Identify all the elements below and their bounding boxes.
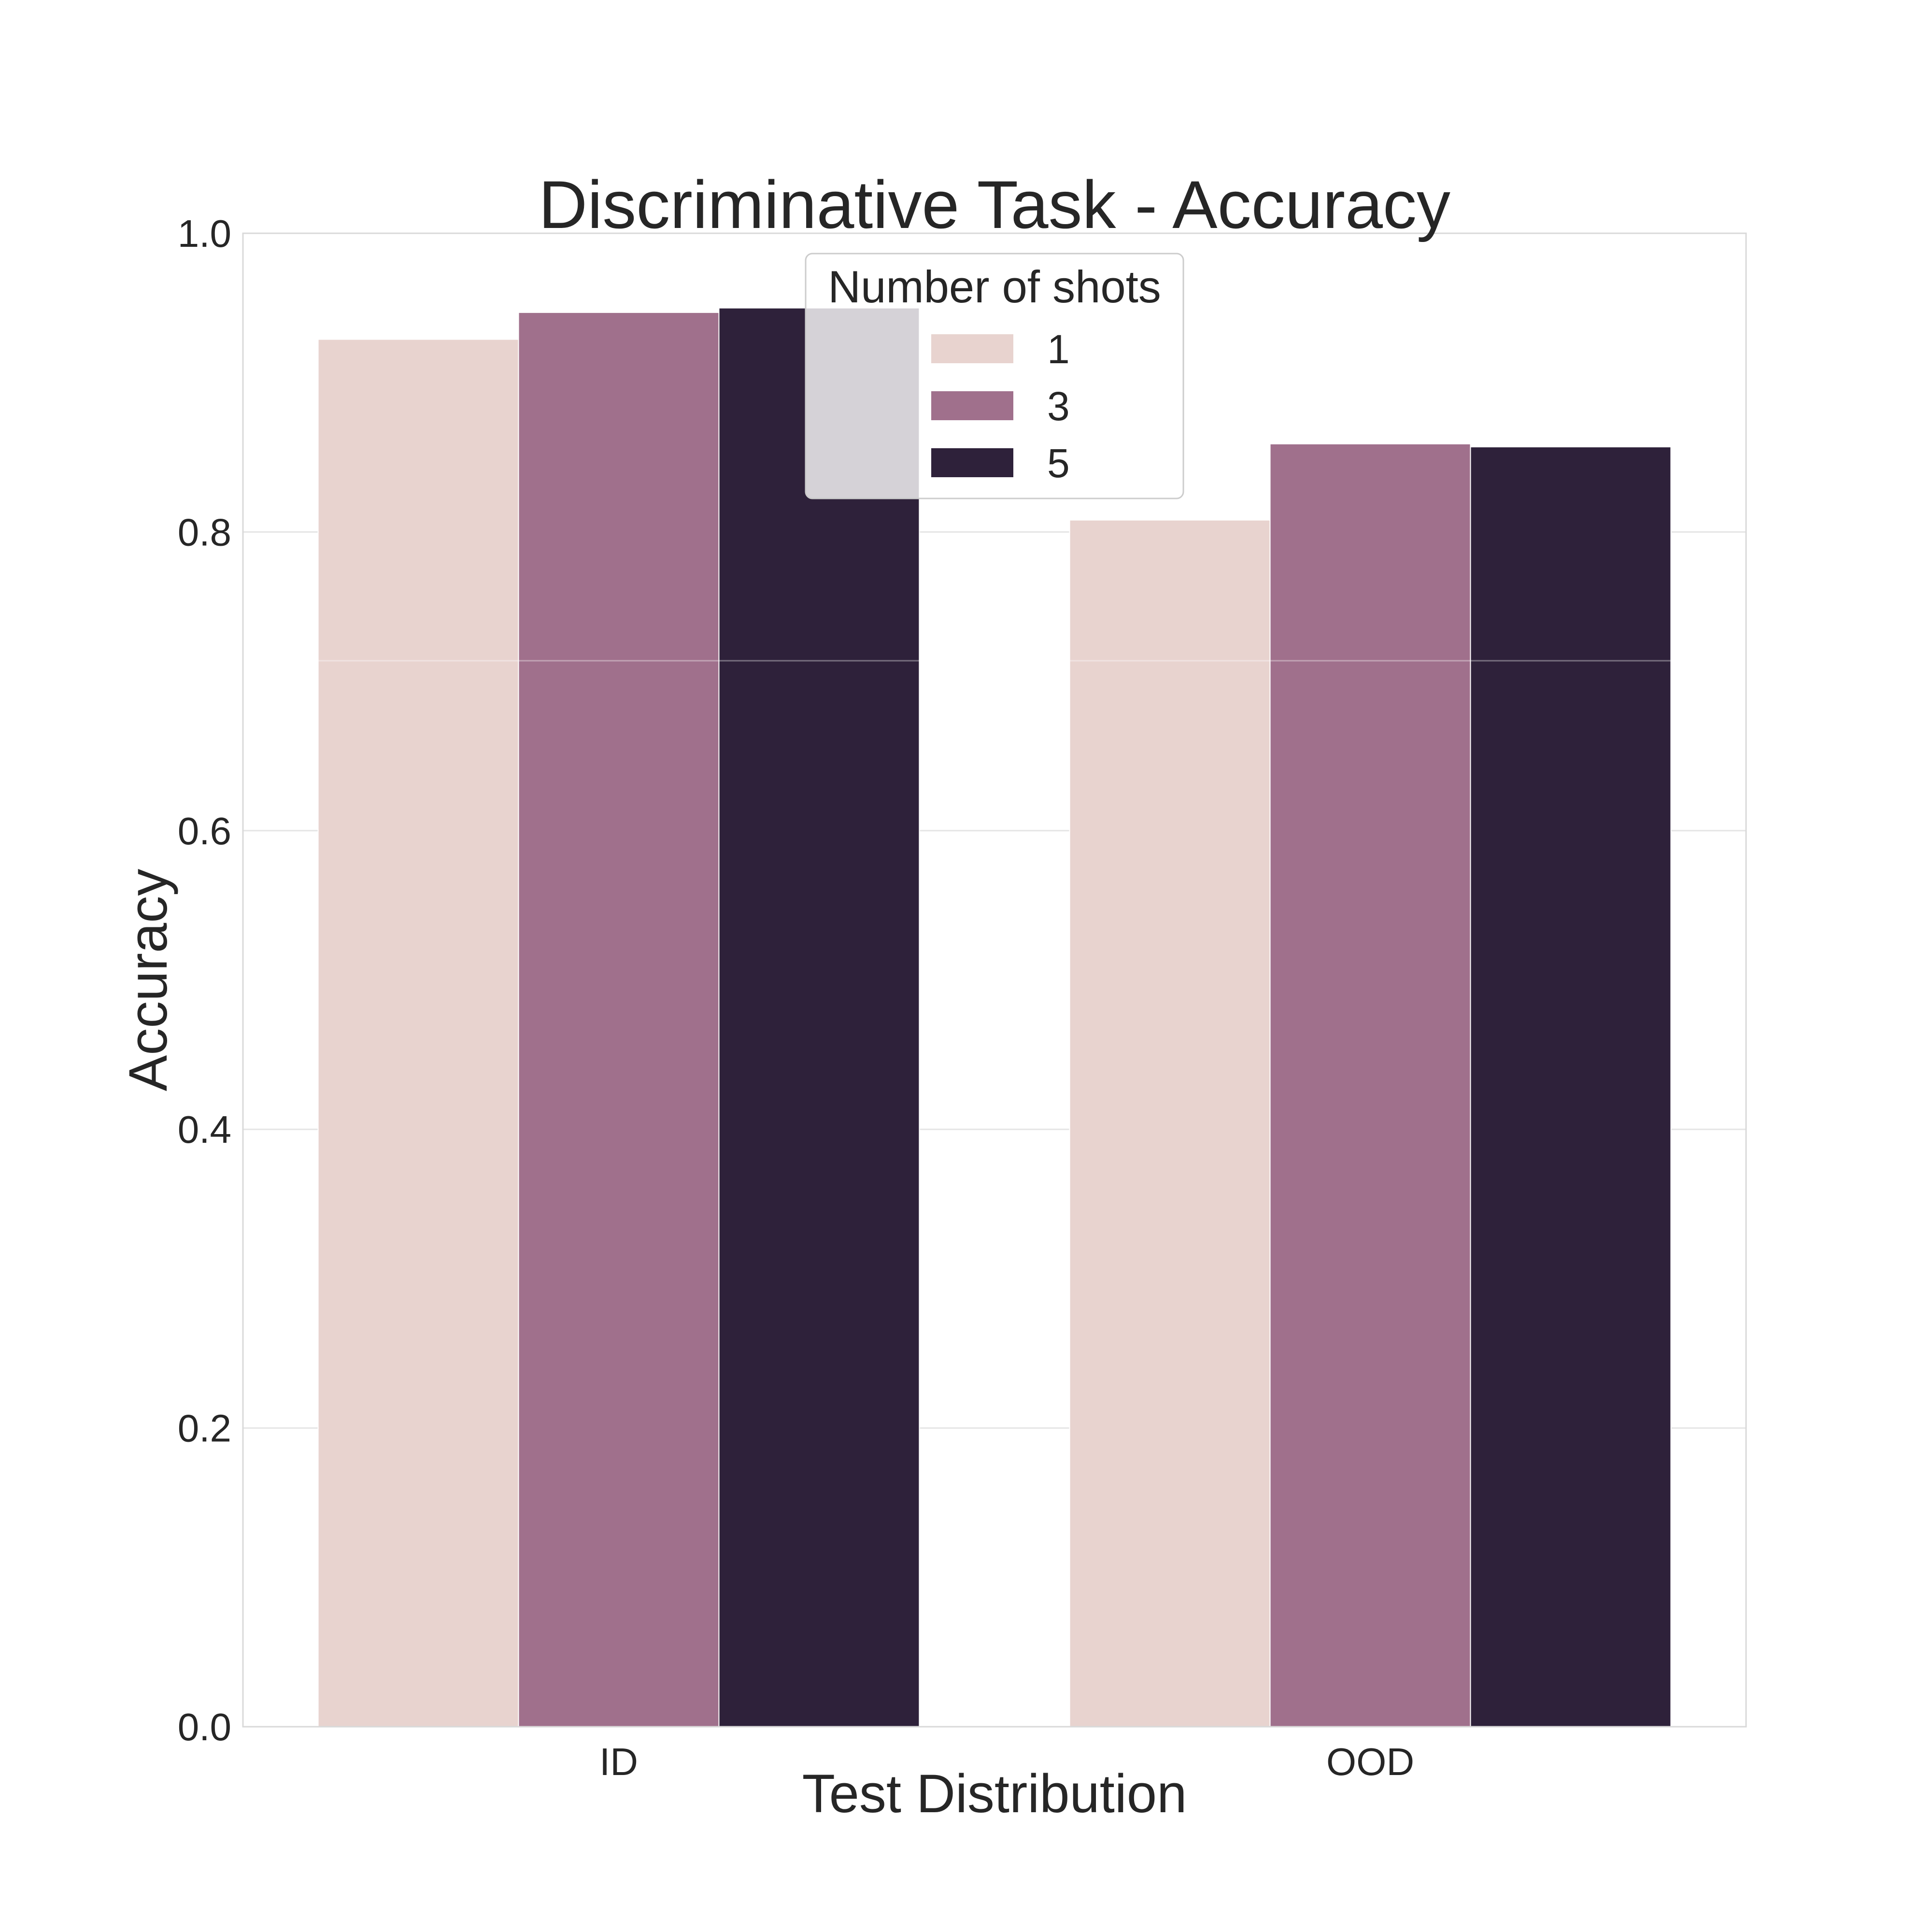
- x-axis-label: Test Distribution: [802, 1763, 1187, 1824]
- x-tick-labels: ID OOD: [599, 1740, 1414, 1783]
- y-tick-label-5: 1.0: [178, 212, 231, 255]
- bar-id-shots-5: [718, 307, 920, 1727]
- legend-box: [805, 253, 1184, 499]
- legend-title: Number of shots: [828, 261, 1161, 312]
- y-tick-label-3: 0.6: [178, 810, 231, 852]
- legend-swatch-3: [931, 391, 1013, 420]
- bar-ood-shots-5: [1470, 446, 1672, 1727]
- chart-title: Discriminative Task - Accuracy: [539, 167, 1450, 242]
- legend: Number of shots 1 3 5: [805, 253, 1184, 499]
- legend-label-3: 3: [1047, 384, 1070, 429]
- y-tick-label-4: 0.8: [178, 511, 231, 554]
- bars: [243, 307, 1746, 1728]
- bar-id-shots-3: [518, 312, 720, 1727]
- y-tick-labels: 0.0 0.2 0.4 0.6 0.8 1.0: [178, 212, 231, 1748]
- legend-swatch-1: [931, 334, 1013, 363]
- plot-frame: [242, 232, 1747, 1728]
- legend-label-5: 5: [1047, 440, 1070, 486]
- legend-swatch-5: [931, 448, 1013, 477]
- y-axis-label: Accuracy: [118, 869, 178, 1092]
- legend-label-1: 1: [1047, 327, 1070, 372]
- bar-ood-shots-3: [1269, 443, 1471, 1728]
- bar-id-shots-1: [317, 339, 519, 1727]
- y-tick-label-2: 0.4: [178, 1108, 231, 1151]
- y-tick-label-0: 0.0: [178, 1705, 231, 1748]
- x-tick-label-id: ID: [599, 1740, 638, 1783]
- bar-ood-shots-1: [1069, 519, 1271, 1727]
- legend-entries: 1 3 5: [931, 327, 1070, 486]
- y-tick-label-1: 0.2: [178, 1407, 231, 1450]
- x-tick-label-ood: OOD: [1326, 1740, 1414, 1783]
